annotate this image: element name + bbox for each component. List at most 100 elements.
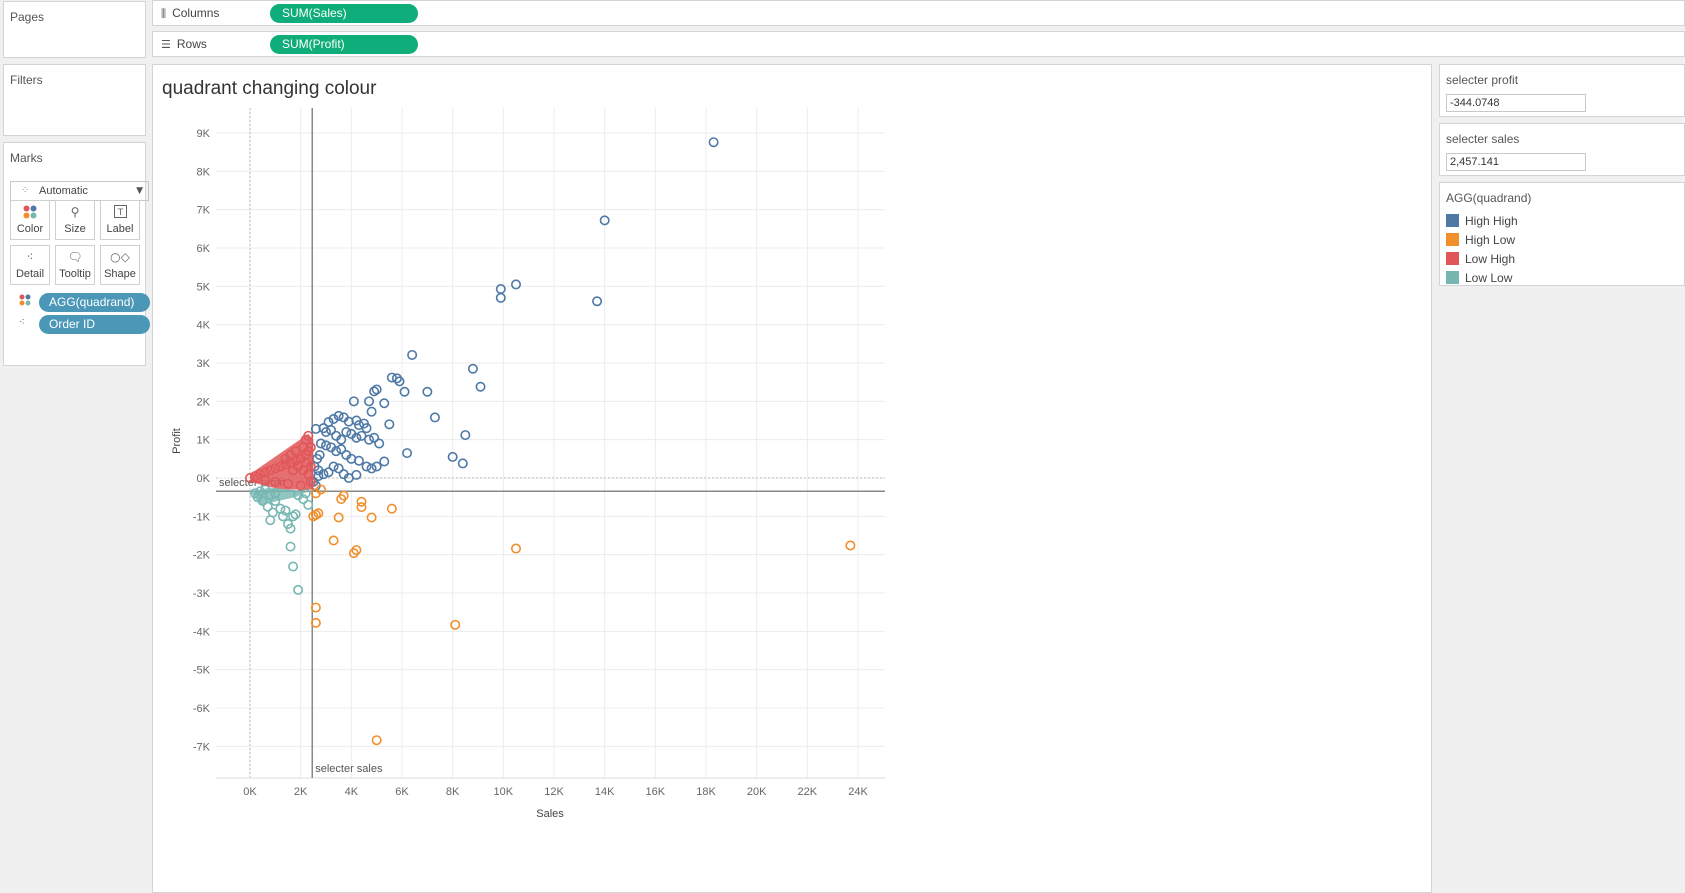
point-low-low[interactable] <box>293 584 304 595</box>
point-high-high[interactable] <box>422 386 433 397</box>
point-high-high[interactable] <box>369 432 380 443</box>
point-high-high[interactable] <box>460 430 471 441</box>
legend-item-low-high[interactable]: Low High <box>1446 252 1515 268</box>
filters-card[interactable]: Filters <box>3 64 146 136</box>
point-high-high[interactable] <box>314 449 325 460</box>
point-high-low[interactable] <box>328 535 339 546</box>
point-high-low[interactable] <box>845 540 856 551</box>
point-high-low[interactable] <box>351 545 362 556</box>
point-high-high[interactable] <box>361 461 372 472</box>
point-low-low[interactable] <box>282 518 293 529</box>
point-high-low[interactable] <box>356 496 367 507</box>
point-high-high[interactable] <box>364 396 375 407</box>
point-high-high[interactable] <box>331 446 342 457</box>
point-high-high[interactable] <box>366 463 377 474</box>
point-high-low[interactable] <box>315 484 326 495</box>
point-high-high[interactable] <box>328 413 339 424</box>
point-high-high[interactable] <box>386 372 397 383</box>
size-button[interactable]: ⚲ Size <box>55 200 95 240</box>
point-high-high[interactable] <box>313 471 324 482</box>
point-high-high[interactable] <box>356 430 367 441</box>
point-high-high[interactable] <box>348 396 359 407</box>
point-high-high[interactable] <box>510 279 521 290</box>
point-high-high[interactable] <box>708 137 719 148</box>
point-low-low[interactable] <box>280 505 291 516</box>
shape-button[interactable]: ○◇ Shape <box>100 245 140 285</box>
rows-shelf[interactable]: ☰ Rows SUM(Profit) <box>152 31 1685 57</box>
label-button[interactable]: T Label <box>100 200 140 240</box>
point-high-high[interactable] <box>374 438 385 449</box>
point-high-low[interactable] <box>386 503 397 514</box>
legend-item-high-low[interactable]: High Low <box>1446 233 1515 249</box>
point-high-high[interactable] <box>353 455 364 466</box>
point-high-high[interactable] <box>361 423 372 434</box>
point-high-high[interactable] <box>407 349 418 360</box>
scatter-chart[interactable]: quadrant changing colour 0K 2K 4K 6K 8K 10K 12… <box>0 0 1430 893</box>
legend-swatch <box>1446 233 1459 246</box>
legend-item-high-high[interactable]: High High <box>1446 214 1518 230</box>
point-high-high[interactable] <box>599 215 610 226</box>
point-high-low[interactable] <box>333 512 344 523</box>
point-high-high[interactable] <box>475 381 486 392</box>
color-button[interactable]: Color <box>10 200 50 240</box>
param-profit-input[interactable]: -344.0748 <box>1446 94 1586 112</box>
point-high-high[interactable] <box>402 448 413 459</box>
point-low-low[interactable] <box>267 507 278 518</box>
point-high-high[interactable] <box>371 461 382 472</box>
point-high-high[interactable] <box>315 438 326 449</box>
param-sales-input[interactable]: 2,457.141 <box>1446 153 1586 171</box>
point-high-high[interactable] <box>391 373 402 384</box>
point-high-high[interactable] <box>447 451 458 462</box>
tooltip-button[interactable]: 🗨 Tooltip <box>55 245 95 285</box>
point-high-high[interactable] <box>457 458 468 469</box>
point-high-high[interactable] <box>341 426 352 437</box>
point-high-high[interactable] <box>333 463 344 474</box>
point-low-low[interactable] <box>303 499 314 510</box>
point-low-low[interactable] <box>288 561 299 572</box>
point-high-low[interactable] <box>366 512 377 523</box>
point-high-low[interactable] <box>308 511 319 522</box>
point-high-high[interactable] <box>323 467 334 478</box>
point-high-high[interactable] <box>366 406 377 417</box>
point-low-low[interactable] <box>275 503 286 514</box>
point-low-low[interactable] <box>290 509 301 520</box>
point-high-high[interactable] <box>320 440 331 451</box>
point-high-high[interactable] <box>351 469 362 480</box>
point-high-high[interactable] <box>394 376 405 387</box>
point-high-high[interactable] <box>318 469 329 480</box>
sum-sales-pill[interactable]: SUM(Sales) <box>270 4 418 23</box>
point-high-high[interactable] <box>336 444 347 455</box>
sum-profit-pill[interactable]: SUM(Profit) <box>270 35 418 54</box>
point-high-high[interactable] <box>384 419 395 430</box>
detail-button[interactable]: ⁖ Detail <box>10 245 50 285</box>
point-low-low[interactable] <box>288 511 299 522</box>
point-low-low[interactable] <box>285 541 296 552</box>
point-high-high[interactable] <box>379 398 390 409</box>
point-high-low[interactable] <box>310 602 321 613</box>
point-high-low[interactable] <box>510 543 521 554</box>
point-high-high[interactable] <box>369 386 380 397</box>
point-high-high[interactable] <box>467 363 478 374</box>
point-high-low[interactable] <box>356 502 367 513</box>
point-high-low[interactable] <box>310 617 321 628</box>
point-high-low[interactable] <box>371 735 382 746</box>
point-high-high[interactable] <box>318 423 329 434</box>
quadrand-color-pill[interactable]: AGG(quadrand) <box>39 293 150 312</box>
point-high-high[interactable] <box>379 456 390 467</box>
point-high-low[interactable] <box>348 548 359 559</box>
point-high-high[interactable] <box>592 296 603 307</box>
order-id-detail-pill[interactable]: Order ID <box>39 315 150 334</box>
point-high-high[interactable] <box>399 386 410 397</box>
columns-shelf[interactable]: ⫼ Columns SUM(Sales) <box>152 0 1685 26</box>
point-high-high[interactable] <box>364 434 375 445</box>
point-high-high[interactable] <box>371 384 382 395</box>
legend-item-low-low[interactable]: Low Low <box>1446 271 1512 287</box>
point-high-high[interactable] <box>351 432 362 443</box>
point-high-high[interactable] <box>336 434 347 445</box>
point-high-high[interactable] <box>429 412 440 423</box>
point-high-low[interactable] <box>336 494 347 505</box>
point-high-high[interactable] <box>333 410 344 421</box>
point-high-high[interactable] <box>495 292 506 303</box>
point-high-high[interactable] <box>328 461 339 472</box>
point-high-low[interactable] <box>450 619 461 630</box>
